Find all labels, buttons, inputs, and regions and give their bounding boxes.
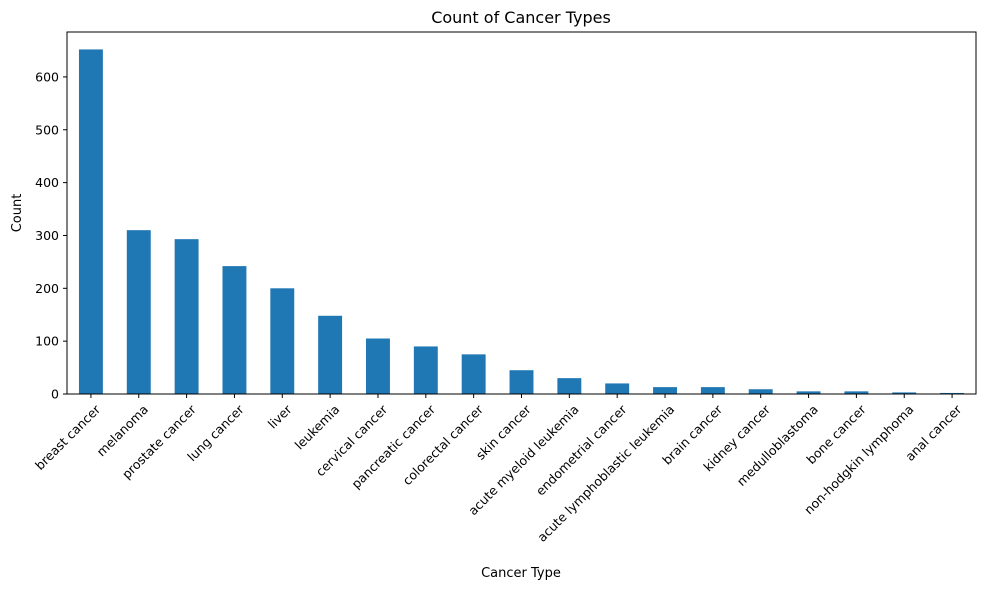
x-tick-label: endometrial cancer [533,401,630,498]
y-tick-label: 500 [35,122,59,137]
bar [174,239,199,394]
bar [940,392,965,394]
bar [653,387,677,394]
bar [78,49,103,394]
x-tick-label: pancreatic cancer [348,401,438,491]
x-tick-label: colorectal cancer [400,401,487,488]
bar [557,378,582,394]
bar [222,266,247,394]
bar [700,387,725,394]
y-tick-label: 0 [51,387,59,402]
y-tick-label: 400 [35,175,59,190]
x-axis-label: Cancer Type [481,566,561,581]
bar [748,389,773,394]
y-axis-label: Count [10,194,25,233]
bar [605,383,630,394]
x-tick-label: liver [265,401,295,431]
y-tick-label: 300 [35,228,59,243]
y-tick-label: 600 [35,69,59,84]
bar [126,230,151,394]
bar [844,391,869,394]
x-tick-label: medulloblastoma [734,402,821,489]
bar [796,391,821,394]
bar [318,315,343,394]
bar [509,370,534,394]
bar [270,288,295,394]
y-tick-label: 200 [35,281,59,296]
bar [892,392,917,394]
x-tick-label: leukemia [292,402,343,453]
chart-title: Count of Cancer Types [431,8,611,27]
plot-frame [66,31,977,395]
x-tick-label: breast cancer [32,401,104,473]
bar [461,354,486,394]
y-axis: 0 100 200 300 400 500 600 [35,69,67,402]
bar [366,338,390,394]
y-tick-label: 100 [35,334,59,349]
bar [413,346,438,394]
bars-group [78,49,965,394]
